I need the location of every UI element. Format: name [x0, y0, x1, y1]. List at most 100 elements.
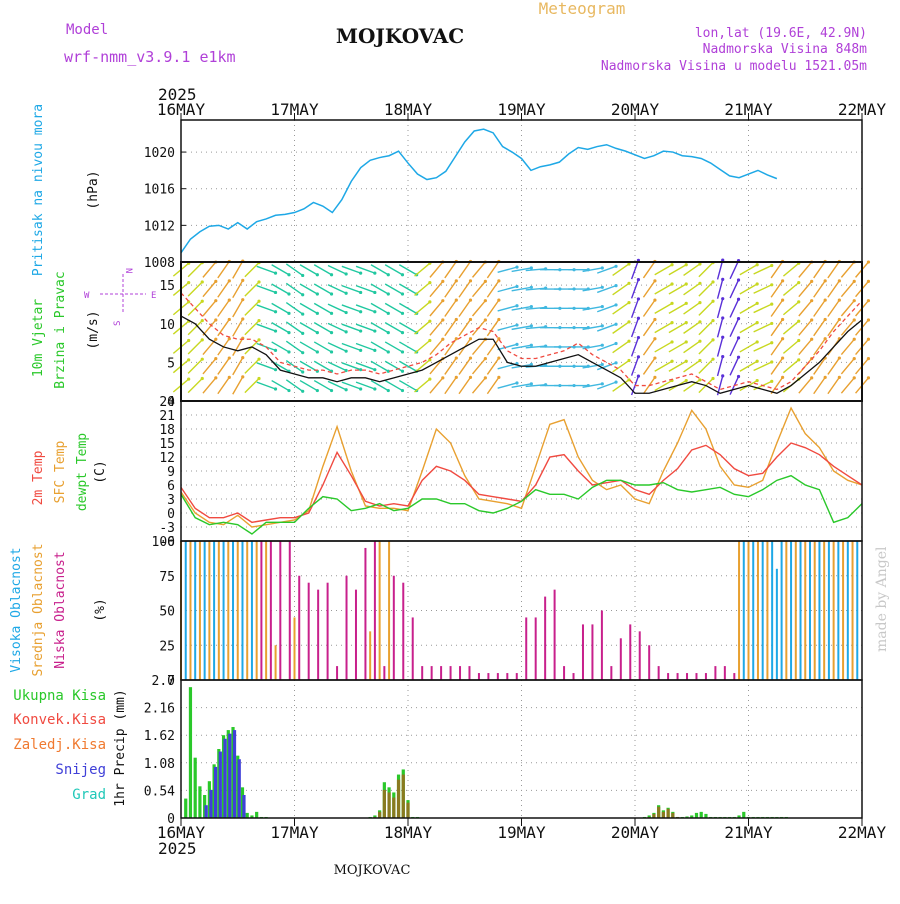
precip-bar-conv — [666, 808, 670, 818]
cloud-bar-high — [780, 541, 783, 680]
pressure-ylabel: Pritisak na nivou mora — [31, 104, 46, 276]
wind-arrow-head — [287, 388, 291, 393]
pressure-line — [180, 128, 778, 254]
wind-arrow-head — [468, 317, 473, 322]
wind-arrow — [313, 341, 332, 353]
wind-arrow — [256, 362, 276, 371]
precip-bar-snow — [214, 766, 218, 818]
wind-arrow-head — [721, 335, 725, 339]
cloud-bar-mid — [842, 541, 845, 680]
wind-arrow-head — [257, 338, 261, 342]
cloud-bar-low — [714, 666, 717, 680]
cloud-bar-mid — [388, 541, 391, 680]
wind-arrow — [642, 357, 656, 375]
wind-arrow — [753, 303, 773, 314]
wind-arrow — [729, 337, 740, 357]
wind-arrow — [753, 342, 773, 352]
x-label-top: 18MAY — [384, 100, 433, 119]
wind-arrow — [716, 279, 724, 299]
wind-arrow — [458, 357, 472, 375]
legend-conv-rain: Konvek.Kisa — [13, 712, 106, 728]
temp-tick-label: 18 — [159, 423, 175, 438]
wind-arrow-head — [755, 359, 759, 363]
wind-arrow — [582, 325, 603, 331]
precip-bar-total — [373, 815, 377, 818]
wind-arrow-head — [614, 264, 618, 268]
precip-bar-total — [245, 812, 249, 818]
wind-arrow-head — [755, 378, 759, 383]
wind-arrow-head — [711, 376, 715, 381]
wind-arrow-head — [287, 273, 291, 277]
wind-arrow — [486, 261, 500, 279]
wind-arrow-head — [755, 301, 759, 305]
wind-arrow-head — [273, 387, 278, 391]
cloud-bar-high — [837, 541, 840, 680]
wind-arrow — [729, 298, 740, 318]
wind-arrow — [716, 298, 724, 319]
wind-arrow — [355, 284, 376, 294]
wind-arrow-head — [636, 316, 641, 320]
precip-bar-conv — [661, 811, 665, 818]
dewpoint-line — [180, 474, 863, 535]
cloud-bar-low — [600, 610, 603, 680]
wind-arrow-head — [386, 273, 390, 277]
precip-bar-total — [704, 813, 708, 818]
wind-arrow — [355, 304, 376, 313]
cloud-bar-low — [553, 589, 556, 680]
wind-arrow-head — [866, 279, 871, 283]
wind-arrow-head — [400, 311, 405, 315]
wind-arrow — [299, 302, 318, 314]
wind-arrow — [770, 338, 784, 356]
wind-arrow — [486, 280, 500, 298]
precip-bar-conv — [652, 813, 656, 818]
wind-arrow — [187, 320, 203, 336]
wind-arrow-head — [273, 348, 278, 352]
wind-arrow-head — [823, 298, 827, 302]
wind-arrow-head — [810, 376, 814, 380]
wind-arrow-head — [698, 281, 702, 285]
wind-arrow — [698, 300, 714, 316]
wind-arrow-head — [373, 348, 377, 352]
wind-arrow-head — [698, 300, 702, 305]
wind-arrow-head — [852, 279, 856, 283]
wind-arrow — [244, 358, 260, 374]
wind-arrow — [486, 357, 500, 375]
wind-arrow-head — [653, 298, 657, 302]
cloud-bar-low — [506, 673, 509, 680]
wind-arrow-head — [315, 350, 319, 354]
x-label-bottom: 21MAY — [724, 823, 773, 842]
wind-arrow-head — [214, 299, 218, 303]
cloud-bar-high — [250, 541, 253, 680]
cloud-bar-low — [667, 673, 670, 680]
wind-arrow-head — [698, 339, 702, 343]
wind-arrow-head — [653, 375, 657, 379]
cloud-bar-high — [808, 541, 811, 680]
wind-arrow-head — [721, 316, 725, 320]
wind-arrow-head — [329, 311, 334, 315]
wind-arrow-head — [770, 360, 774, 364]
cloud-bar-low — [317, 589, 320, 680]
wind-arrow-head — [797, 319, 801, 323]
wind-arrow-head — [441, 299, 445, 303]
wind-arrow — [497, 305, 518, 312]
wind-arrow — [654, 379, 673, 392]
pressure-tick-label: 1008 — [144, 256, 175, 271]
wind-arrow-head — [823, 317, 827, 322]
precip-bar-snow — [242, 795, 246, 818]
wind-tick-label: 15 — [159, 279, 175, 294]
wind-arrow-head — [315, 311, 319, 315]
wind-arrow-head — [627, 300, 631, 305]
wind-arrow — [414, 262, 431, 277]
wind-arrow-head — [359, 271, 363, 275]
cloud-bar-low — [345, 575, 348, 680]
wind-arrow — [327, 342, 347, 352]
wind-arrow — [398, 379, 418, 392]
wind-arrow-head — [866, 318, 871, 322]
wind-arrow — [202, 377, 217, 394]
wind-arrow — [782, 320, 800, 335]
wind-arrow-head — [600, 343, 604, 347]
wind-arrow — [642, 261, 656, 279]
wind-arrow-head — [241, 278, 245, 282]
wind-arrow-head — [227, 375, 231, 379]
